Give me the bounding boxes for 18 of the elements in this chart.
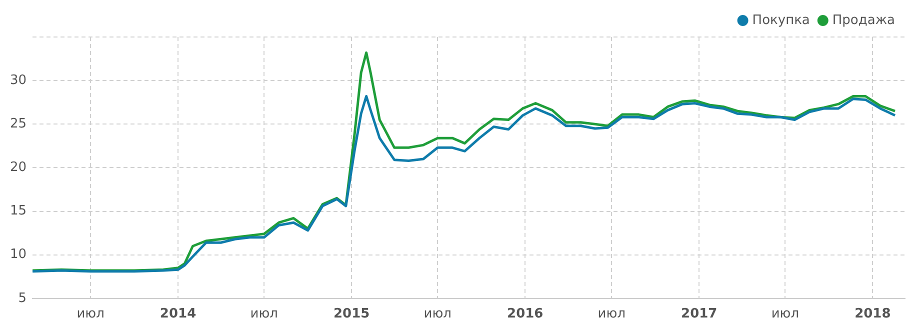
x-tick-label: июл [598, 306, 626, 322]
y-tick-label: 10 [10, 247, 27, 262]
x-tick-label: 2018 [854, 306, 891, 322]
y-tick-label: 30 [10, 72, 27, 88]
x-tick-label: 2015 [333, 306, 370, 322]
x-tick-label: июл [76, 306, 104, 322]
y-tick-label: 20 [10, 160, 27, 176]
legend-label: Продажа [832, 12, 896, 28]
x-tick-label: июл [424, 306, 452, 322]
x-tick-label: 2017 [681, 306, 718, 322]
y-tick-label: 25 [10, 116, 27, 132]
x-tick-label: 2016 [507, 306, 544, 322]
x-tick-label: июл [250, 306, 278, 322]
y-tick-label: 5 [18, 290, 27, 306]
legend-label: Покупка [752, 12, 810, 28]
x-tick-label: июл [771, 306, 800, 322]
y-tick-label: 15 [10, 204, 27, 219]
x-tick-label: 2014 [160, 306, 196, 322]
